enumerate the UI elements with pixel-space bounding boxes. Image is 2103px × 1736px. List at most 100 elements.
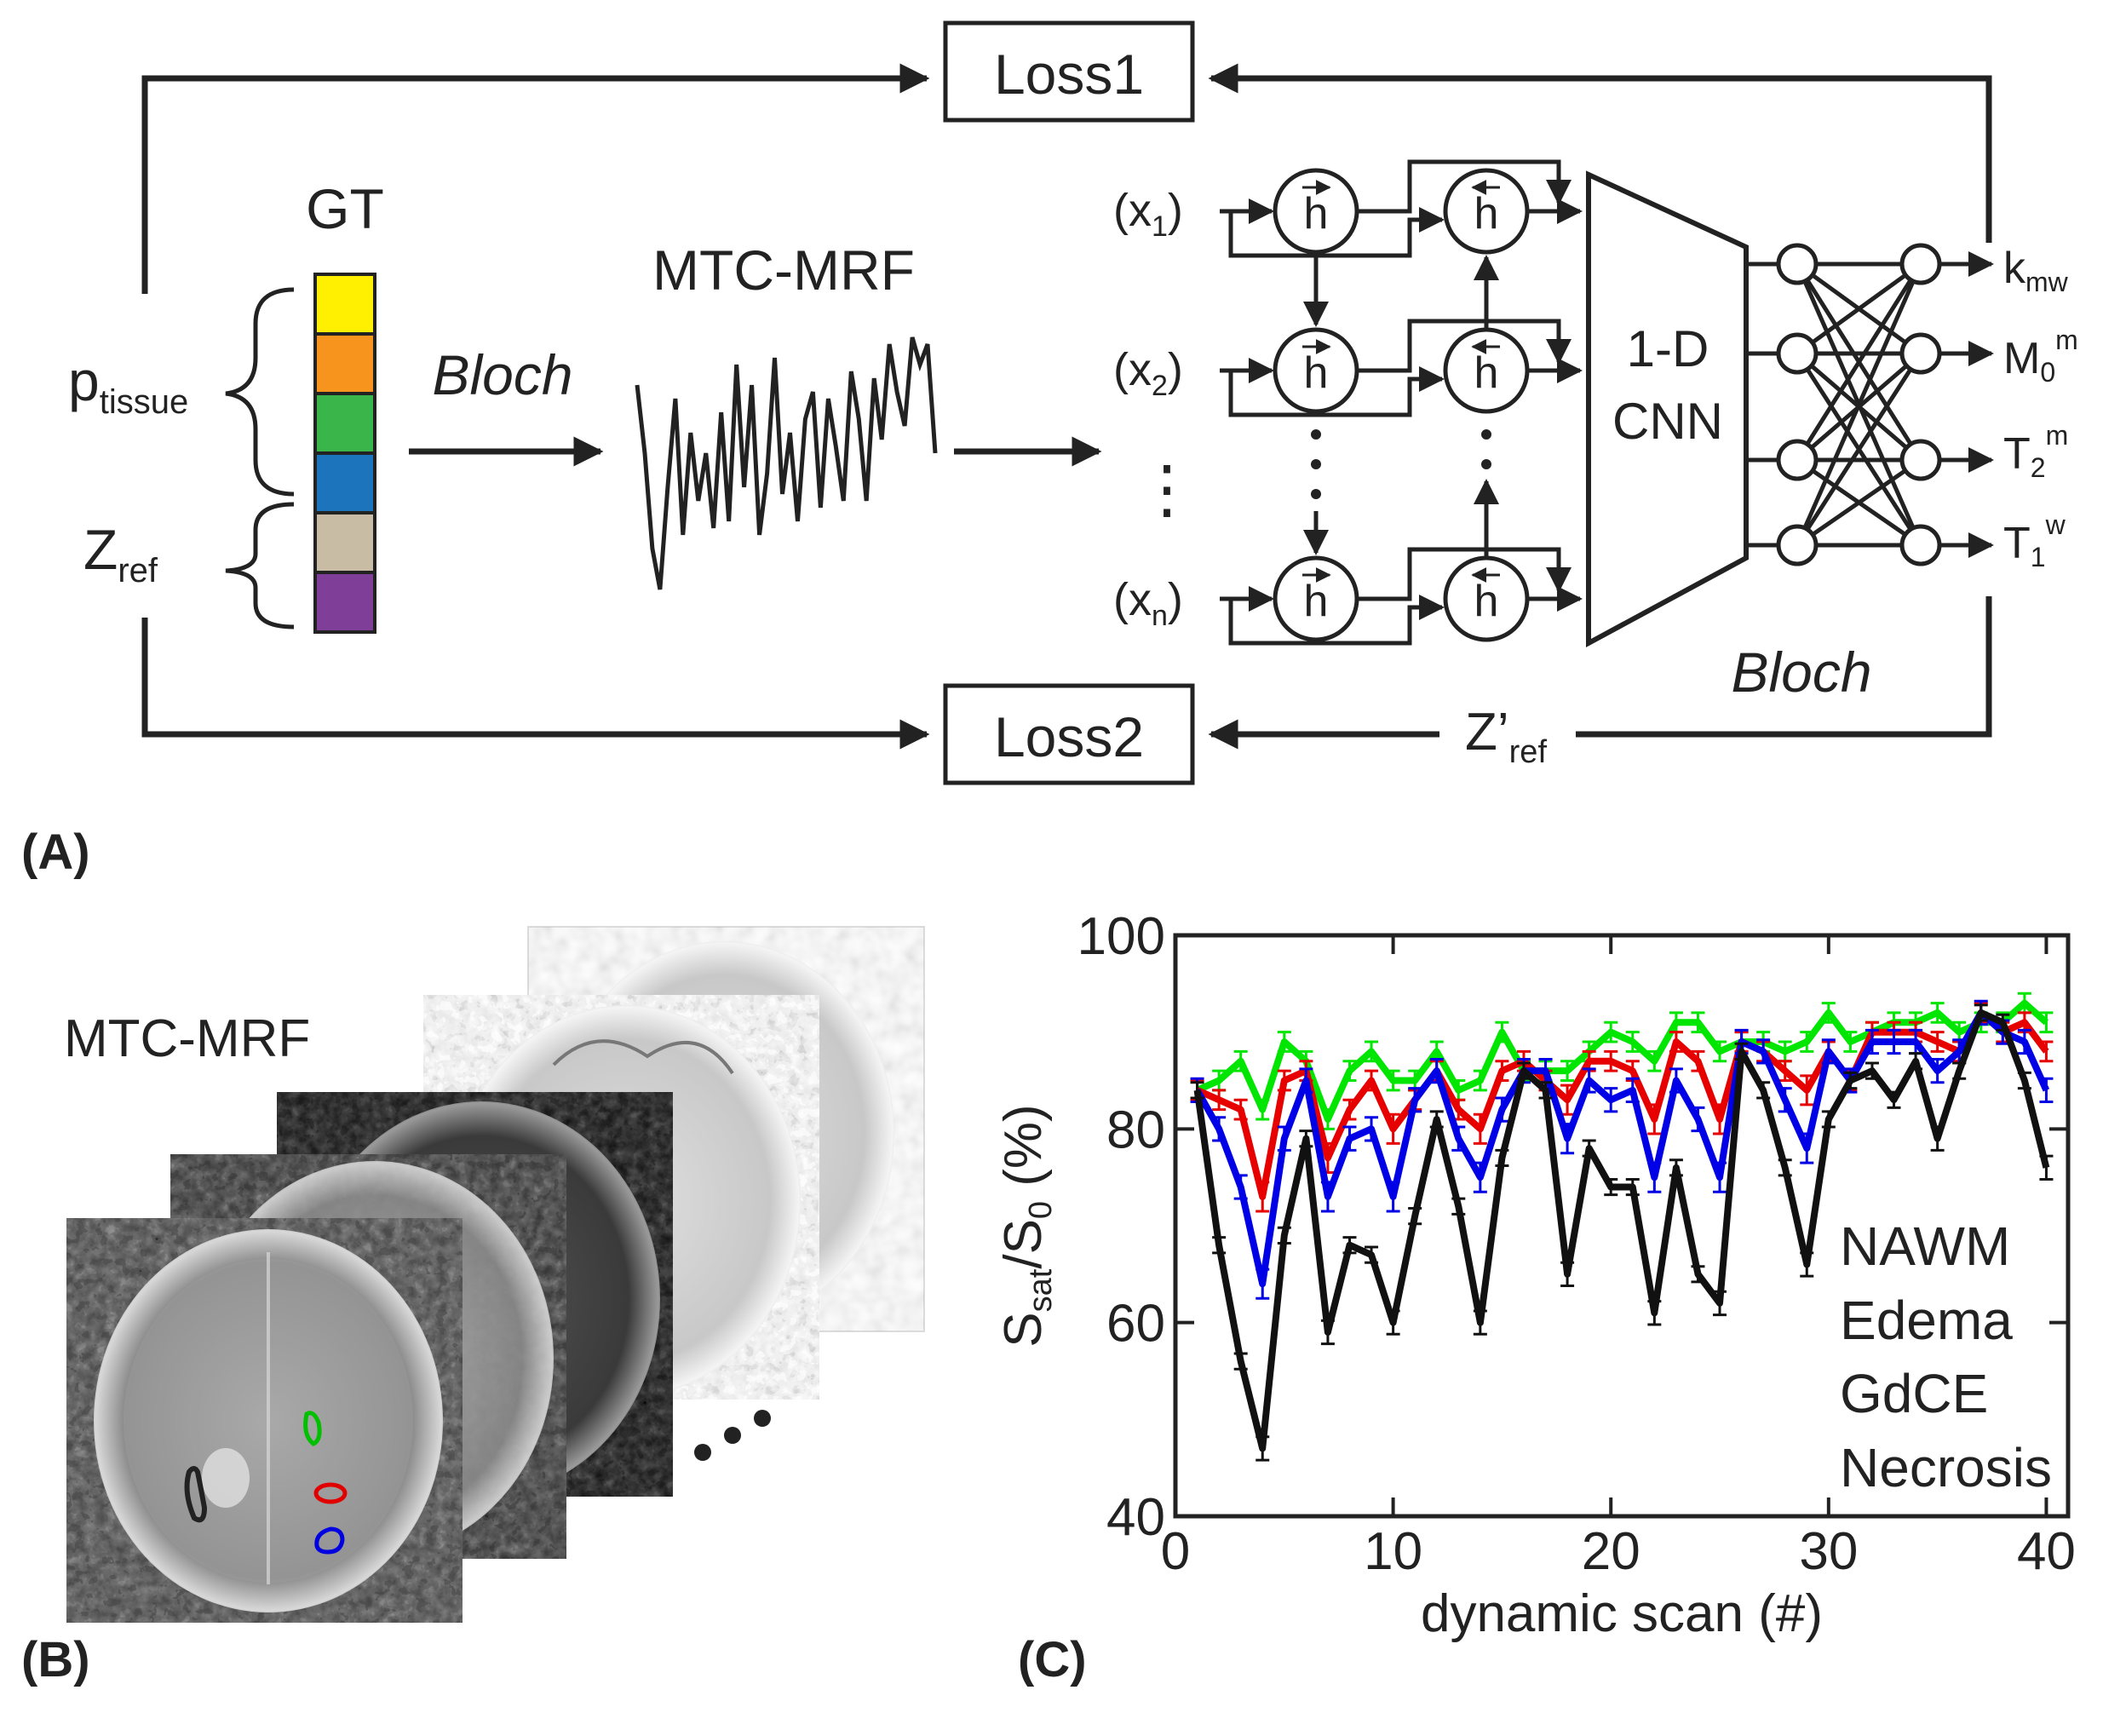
stack-dot-3 (754, 1410, 771, 1427)
fc-edge (1796, 457, 1922, 548)
series-nawm (1190, 1003, 2054, 1462)
y-tick-label: 60 (1106, 1295, 1165, 1354)
gdce-line (1195, 1009, 2049, 1200)
line-from-outputs-to-loss2 (1576, 596, 1992, 738)
fc-node-output-1 (1899, 243, 1942, 285)
z-ref-prime-label: Z’ref (1465, 703, 1547, 770)
forward-lstm-cell-3 (1273, 555, 1359, 642)
x-tick-label: 40 (2017, 1522, 2076, 1581)
brace-p-tissue (225, 287, 295, 497)
forward-h-label: h (1304, 577, 1329, 626)
plot-area-frame (1173, 933, 2071, 1519)
brace-z-ref (225, 502, 295, 629)
gt-color-stack (313, 273, 376, 634)
necrosis-line (1195, 999, 2049, 1123)
lstm-forward-path-1 (1357, 159, 1572, 214)
input-x2: (x2) (1113, 344, 1183, 402)
fc-edge (1795, 262, 1923, 462)
loss1-box (943, 20, 1195, 123)
panel-b: MTC-MRF (B) (21, 926, 925, 1687)
gt-param-cell-2 (313, 332, 376, 395)
z-ref-label: Zref (83, 518, 158, 589)
roi-edema (314, 1526, 345, 1555)
forward-h-label: h (1304, 189, 1329, 239)
bilstm-layer: h h h h h h (1220, 159, 1583, 646)
recurrence-dot (1311, 429, 1321, 440)
recurrence-dot (1481, 429, 1491, 440)
backward-lstm-cell-1 (1443, 168, 1530, 255)
backward-h-label: h (1474, 348, 1499, 398)
p-tissue-label: ptissue (68, 349, 188, 421)
x-tick-label: 10 (1364, 1522, 1422, 1581)
panel-a: Loss1 Loss2 GT ptissue Zref Bloch MTC-MR… (21, 20, 2078, 880)
bloch-right-label: Bloch (1731, 641, 1871, 704)
panel-a-label: (A) (21, 825, 90, 880)
output-kmw: kmw (2003, 244, 2069, 297)
legend-gdce: GdCE (1840, 1363, 1988, 1424)
series-edema (1190, 999, 2054, 1300)
loss1-label: Loss1 (994, 43, 1144, 106)
legend-necrosis: Necrosis (1840, 1437, 2052, 1498)
forward-h-label: h (1304, 348, 1329, 398)
fully-connected-layer (1746, 243, 1994, 566)
y-tick-label: 80 (1106, 1101, 1165, 1159)
panel-c-chart: 40 60 80 100 0 10 20 30 40 Ssat/S0 (%) dynamic s… (994, 907, 2076, 1687)
fc-edge (1795, 262, 1923, 547)
roi-gdce (313, 1482, 348, 1504)
recurrence-dot (1311, 459, 1321, 469)
lstm-skip-path-2 (1228, 366, 1445, 417)
lstm-forward-path-3 (1357, 547, 1572, 601)
loss2-label: Loss2 (994, 705, 1144, 768)
output-m0m: M0m (2003, 325, 2078, 388)
fc-node-output-2 (1899, 332, 1942, 375)
arrow-to-loss2-left (141, 618, 930, 750)
mrf-slice-1 (66, 1218, 463, 1623)
cnn-label-2: CNN (1612, 393, 1723, 450)
series-necrosis (1190, 992, 2054, 1130)
gt-param-cell-6 (313, 571, 376, 634)
gt-param-cell-4 (313, 451, 376, 514)
input-x1: (x1) (1113, 185, 1183, 243)
y-tick-label: 100 (1077, 907, 1165, 966)
input-xn: (xn) (1113, 574, 1183, 632)
y-tick-label: 40 (1106, 1488, 1165, 1547)
fc-edge (1796, 262, 1922, 356)
cnn-label-1: 1-D (1627, 320, 1709, 377)
fc-node-hidden-2 (1776, 332, 1819, 375)
x-tick-label: 20 (1582, 1522, 1640, 1581)
gt-param-cell-1 (313, 273, 376, 336)
recurrence-dot (1311, 489, 1321, 499)
x-tick-label: 30 (1799, 1522, 1858, 1581)
fc-node-output-3 (1899, 439, 1942, 481)
stack-dot-2 (724, 1427, 741, 1444)
stack-dot-1 (694, 1444, 711, 1461)
panel-b-title: MTC-MRF (64, 1009, 310, 1068)
fc-node-output-4 (1899, 524, 1942, 566)
x-tick-label: 0 (1161, 1522, 1190, 1581)
nawm-line (1193, 1009, 2050, 1452)
backward-h-label: h (1474, 189, 1499, 239)
backward-h-label: h (1474, 577, 1499, 626)
x-axis-label: dynamic scan (#) (1421, 1584, 1823, 1643)
arrow-to-loss1-right (1208, 63, 1992, 243)
mtc-mrf-signal-trace (635, 336, 938, 590)
bloch-left-label: Bloch (432, 343, 572, 406)
roi-necrosis (303, 1411, 322, 1446)
lstm-forward-path-2 (1357, 319, 1572, 373)
arrow-to-loss1-left (141, 63, 930, 294)
gt-label: GT (306, 177, 384, 240)
forward-lstm-cell-2 (1273, 327, 1359, 414)
input-ellipsis: ⋮ (1135, 453, 1199, 526)
fc-node-hidden-3 (1776, 439, 1819, 481)
y-axis-label: Ssat/S0 (%) (994, 1104, 1059, 1347)
roi-nawm (184, 1466, 208, 1523)
lstm-skip-path-3 (1228, 595, 1445, 646)
panel-b-label: (B) (21, 1632, 90, 1687)
output-t2m: T2m (2003, 420, 2068, 483)
lstm-skip-path-1 (1228, 207, 1445, 258)
fc-node-hidden-1 (1776, 243, 1819, 285)
gt-param-cell-5 (313, 511, 376, 574)
panel-c-label: (C) (1018, 1632, 1087, 1687)
output-t1w: T1w (2003, 509, 2066, 572)
